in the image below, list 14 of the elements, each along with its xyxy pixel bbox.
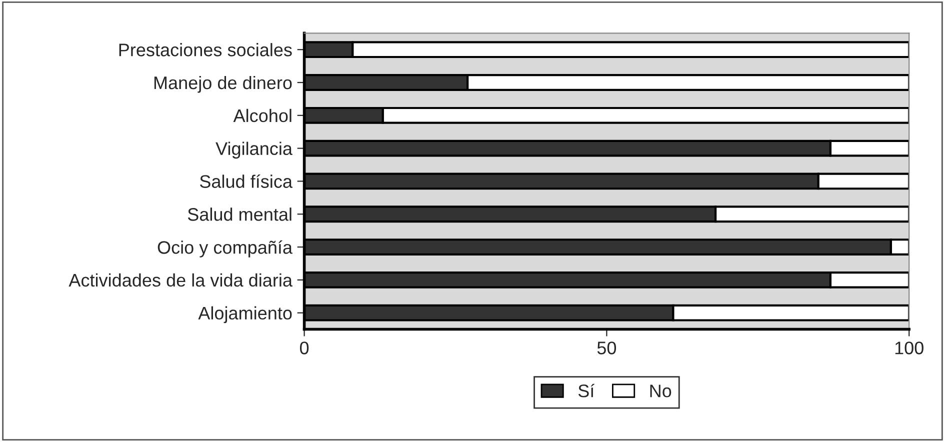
- y-tick-label: Salud física: [200, 174, 292, 188]
- y-tick-label: Manejo de dinero: [154, 76, 292, 93]
- x-tick-label: 0: [300, 342, 309, 354]
- x-tick-label: 100: [895, 342, 924, 354]
- y-tick-label: Prestaciones sociales: [119, 43, 292, 56]
- y-tick-label: Ocio y compañía: [158, 240, 292, 258]
- y-tick-label: Vigilancia: [216, 142, 292, 159]
- legend-label: Sí: [578, 384, 595, 398]
- x-tick-label: 50: [597, 342, 616, 354]
- y-tick-label: Salud mental: [188, 208, 292, 221]
- y-tick-label: Actividades de la vida diaria: [68, 273, 292, 287]
- legend-label: No: [650, 384, 672, 398]
- y-tick-label: Alojamiento: [198, 306, 292, 324]
- y-tick-label: Alcohol: [233, 108, 292, 122]
